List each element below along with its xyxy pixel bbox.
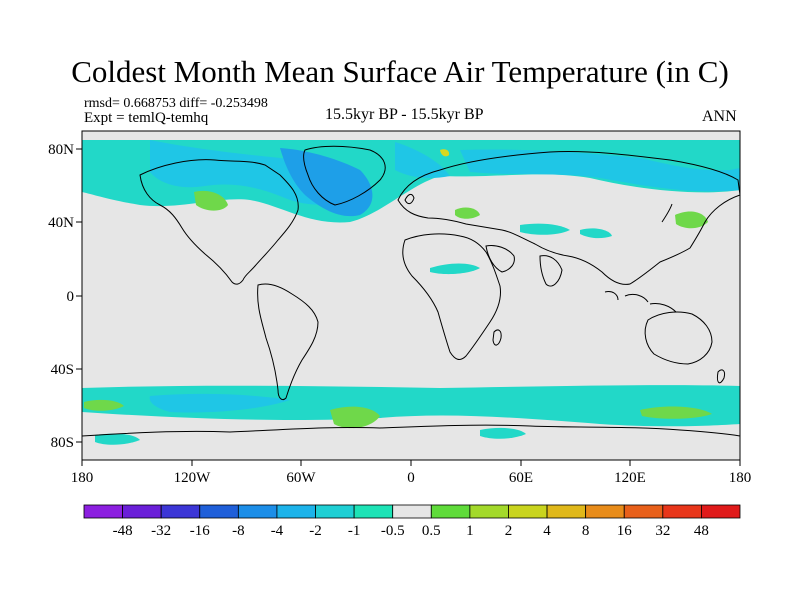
- colorbar-label: -2: [309, 523, 322, 539]
- colorbar-swatch: [276, 504, 316, 519]
- colorbar-swatch: [469, 504, 509, 519]
- colorbar-swatch: [315, 504, 355, 519]
- lat-label-80n: 80N: [48, 142, 74, 158]
- lon-label-120w: 120W: [174, 470, 212, 486]
- colorbar-label: -16: [190, 523, 210, 539]
- colorbar-swatch: [585, 504, 625, 519]
- lat-label-0: 0: [67, 289, 75, 305]
- colorbar-swatch: [199, 504, 239, 519]
- map-title: Coldest Month Mean Surface Air Temperatu…: [71, 54, 729, 89]
- colorbar-label: 0.5: [422, 523, 441, 539]
- colorbar-swatch: [623, 504, 664, 519]
- coastlines: [81, 145, 741, 437]
- axis-ticks: [76, 148, 741, 466]
- period-label: 15.5kyr BP - 15.5kyr BP: [325, 106, 484, 123]
- longitude-labels: 180 120W 60W 0 60E 120E 180: [71, 470, 752, 486]
- colorbar-swatch: [508, 504, 548, 519]
- stats-label: rmsd= 0.668753 diff= -0.253498: [84, 96, 268, 111]
- lon-label-60w: 60W: [286, 470, 316, 486]
- colorbar: -48 -32 -16 -8 -4 -2 -1 -0.5 0.5 1 2 4 8 16 32 48: [83, 504, 741, 539]
- season-label: ANN: [702, 108, 737, 125]
- lat-label-40n: 40N: [48, 215, 74, 231]
- colorbar-swatch: [392, 504, 432, 519]
- lon-label-180w: 180: [71, 470, 94, 486]
- latitude-labels: 80N 40N 0 40S 80S: [48, 142, 74, 451]
- colorbar-label: -48: [113, 523, 133, 539]
- colorbar-label: 4: [543, 523, 551, 539]
- map-panel: [81, 130, 741, 461]
- colorbar-swatch: [662, 504, 702, 519]
- colorbar-label: -1: [348, 523, 361, 539]
- colorbar-swatch: [237, 504, 278, 519]
- experiment-label: Expt = temlQ-temhq: [84, 110, 209, 126]
- colorbar-label: -0.5: [381, 523, 405, 539]
- lat-label-80s: 80S: [51, 435, 74, 451]
- colorbar-swatch: [160, 504, 201, 519]
- lat-label-40s: 40S: [51, 362, 74, 378]
- lon-label-0: 0: [407, 470, 415, 486]
- colorbar-label: 32: [655, 523, 670, 539]
- colorbar-label: -4: [271, 523, 284, 539]
- colorbar-swatch: [83, 504, 123, 519]
- lon-label-120e: 120E: [614, 470, 646, 486]
- colorbar-label: 48: [694, 523, 709, 539]
- colorbar-swatch: [122, 504, 162, 519]
- colorbar-label: 2: [505, 523, 513, 539]
- colorbar-swatch: [430, 504, 471, 519]
- lon-label-180e: 180: [729, 470, 752, 486]
- colorbar-swatch: [546, 504, 587, 519]
- colorbar-label: 1: [466, 523, 474, 539]
- colorbar-swatch: [353, 504, 394, 519]
- colorbar-label: -32: [151, 523, 171, 539]
- anomaly-fill-tropics: [430, 223, 612, 275]
- colorbar-label: 8: [582, 523, 590, 539]
- lon-label-60e: 60E: [509, 470, 533, 486]
- colorbar-label: 16: [617, 523, 633, 539]
- colorbar-swatch: [701, 504, 741, 519]
- colorbar-label: -8: [232, 523, 245, 539]
- anomaly-fill-south: [82, 385, 740, 460]
